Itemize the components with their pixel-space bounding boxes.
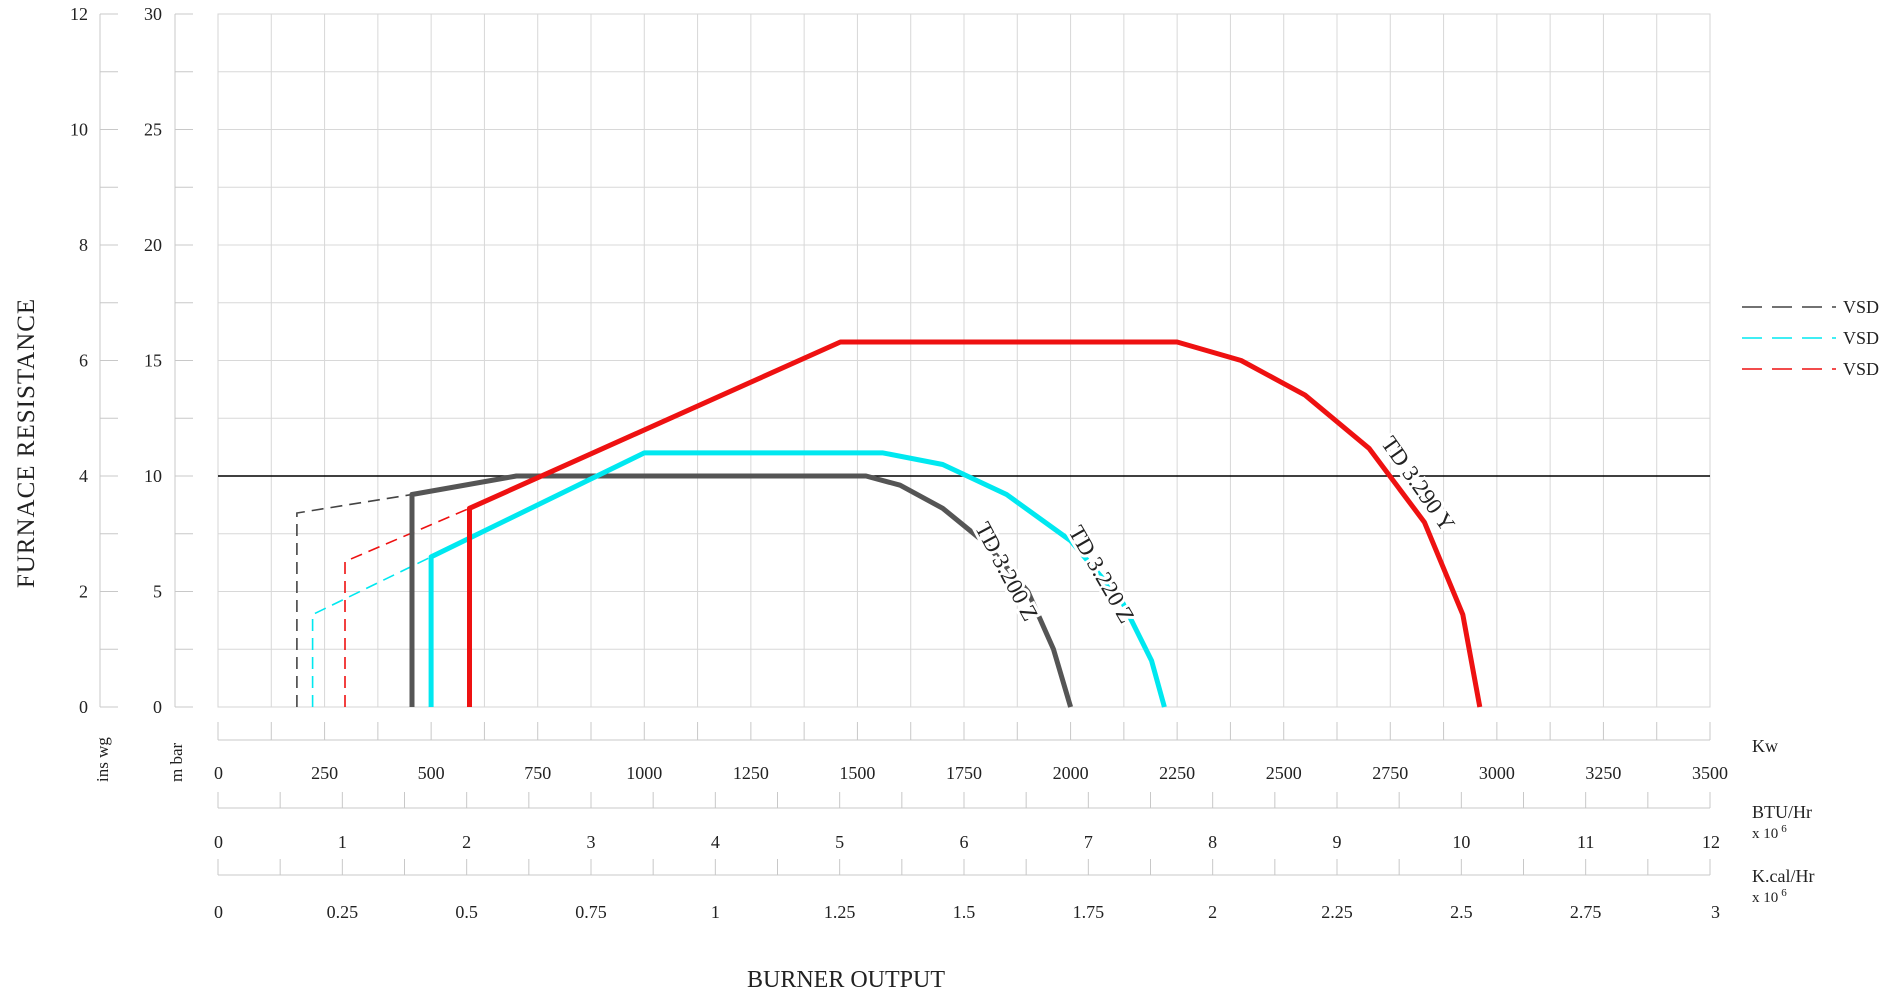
x-tick-label-secondary: 1 [338, 832, 347, 852]
x-tick-label-secondary: 4 [711, 832, 720, 852]
x-tick-label-secondary: 2 [462, 832, 471, 852]
x-tick-label-secondary: 1.75 [1073, 902, 1105, 922]
y-tick-label-inswg: 2 [79, 582, 88, 602]
x-tick-label-secondary: 0.25 [327, 902, 359, 922]
x-tick-label-kw: 3250 [1585, 763, 1621, 783]
y-axis-title: FURNACE RESISTANCE [13, 298, 40, 588]
x-tick-label-kw: 500 [418, 763, 445, 783]
x-unit-multiplier-exponent: 6 [1781, 887, 1787, 899]
y-tick-label-inswg: 10 [70, 120, 88, 140]
x-axis-title: BURNER OUTPUT [747, 967, 945, 993]
x-tick-label-secondary: 1.25 [824, 902, 856, 922]
x-tick-label-secondary: 1.5 [953, 902, 976, 922]
y-unit-mbar: m bar [167, 742, 186, 782]
x-tick-label-kw: 1750 [946, 763, 982, 783]
x-tick-label-kw: 1500 [839, 763, 875, 783]
x-tick-label-kw: 3000 [1479, 763, 1515, 783]
x-tick-label-secondary: 0 [214, 902, 223, 922]
x-tick-label-secondary: 0.75 [575, 902, 607, 922]
legend: VSD VSD VSD [1742, 297, 1879, 379]
x-tick-label-secondary: 2.5 [1450, 902, 1473, 922]
y-tick-label-mbar: 0 [153, 697, 162, 717]
x-tick-label-secondary: 8 [1208, 832, 1217, 852]
y-tick-label-mbar: 20 [144, 235, 162, 255]
x-tick-label-kw: 1250 [733, 763, 769, 783]
x-unit-multiplier: x 10 6 [1752, 823, 1787, 842]
x-tick-label-secondary: 0.5 [455, 902, 478, 922]
x-unit-multiplier-exponent: 6 [1781, 823, 1787, 835]
x-tick-label-secondary: 6 [960, 832, 969, 852]
legend-label: VSD [1843, 359, 1879, 379]
x-tick-label-secondary: 5 [835, 832, 844, 852]
vsd-series-line [311, 556, 432, 707]
x-unit-kw: Kw [1752, 736, 1778, 756]
y-tick-label-inswg: 12 [70, 4, 88, 24]
vsd-series-line [344, 507, 470, 707]
y-tick-label-inswg: 0 [79, 697, 88, 717]
x-tick-label-kw: 2500 [1266, 763, 1302, 783]
legend-label: VSD [1843, 297, 1879, 317]
legend-label: VSD [1843, 328, 1879, 348]
y-tick-label-inswg: 4 [79, 466, 88, 486]
y-tick-label-mbar: 10 [144, 466, 162, 486]
labels-layer: TD 3.200 Z TD 3.220 ZTD 3.290 Y [967, 429, 1463, 631]
series-line [428, 450, 1167, 708]
x-tick-label-kw: 250 [311, 763, 338, 783]
x-tick-label-secondary: 3 [1711, 902, 1720, 922]
y-tick-label-mbar: 15 [144, 351, 162, 371]
series-label: TD 3.290 Y [1376, 432, 1460, 536]
x-unit-secondary: BTU/Hr [1752, 802, 1812, 822]
y-tick-label-mbar: 25 [144, 120, 162, 140]
x-tick-label-kw: 2000 [1053, 763, 1089, 783]
y-tick-label-mbar: 30 [144, 4, 162, 24]
x-tick-label-secondary: 11 [1577, 832, 1594, 852]
x-tick-label-secondary: 0 [214, 832, 223, 852]
x-unit-multiplier: x 10 6 [1752, 887, 1787, 906]
x-tick-label-kw: 0 [214, 763, 223, 783]
x-tick-label-kw: 1000 [626, 763, 662, 783]
x-unit-secondary: K.cal/Hr [1752, 866, 1814, 886]
series-layer [218, 339, 1710, 708]
x-tick-label-secondary: 2.75 [1570, 902, 1602, 922]
series-label: TD 3.220 Z [1064, 521, 1140, 627]
y-unit-inswg: ins wg [93, 737, 112, 782]
x-tick-label-kw: 2750 [1372, 763, 1408, 783]
x-tick-label-kw: 2250 [1159, 763, 1195, 783]
x-tick-label-kw: 750 [524, 763, 551, 783]
y-tick-label-inswg: 8 [79, 235, 88, 255]
x-tick-label-secondary: 9 [1333, 832, 1342, 852]
x-tick-label-secondary: 2 [1208, 902, 1217, 922]
x-tick-label-secondary: 2.25 [1321, 902, 1353, 922]
x-tick-label-kw: 3500 [1692, 763, 1728, 783]
x-unit-multiplier-base: x 10 [1752, 890, 1778, 906]
x-tick-label-secondary: 1 [711, 902, 720, 922]
x-tick-label-secondary: 12 [1702, 832, 1720, 852]
series-line [409, 473, 1073, 708]
y-tick-label-mbar: 5 [153, 582, 162, 602]
x-tick-label-secondary: 7 [1084, 832, 1093, 852]
x-unit-multiplier-base: x 10 [1752, 826, 1778, 842]
vsd-series-line [296, 493, 413, 707]
grid [217, 13, 1711, 708]
x-tick-label-secondary: 3 [587, 832, 596, 852]
x-tick-label-secondary: 10 [1452, 832, 1470, 852]
series-line [467, 339, 1483, 708]
y-tick-label-inswg: 6 [79, 351, 88, 371]
